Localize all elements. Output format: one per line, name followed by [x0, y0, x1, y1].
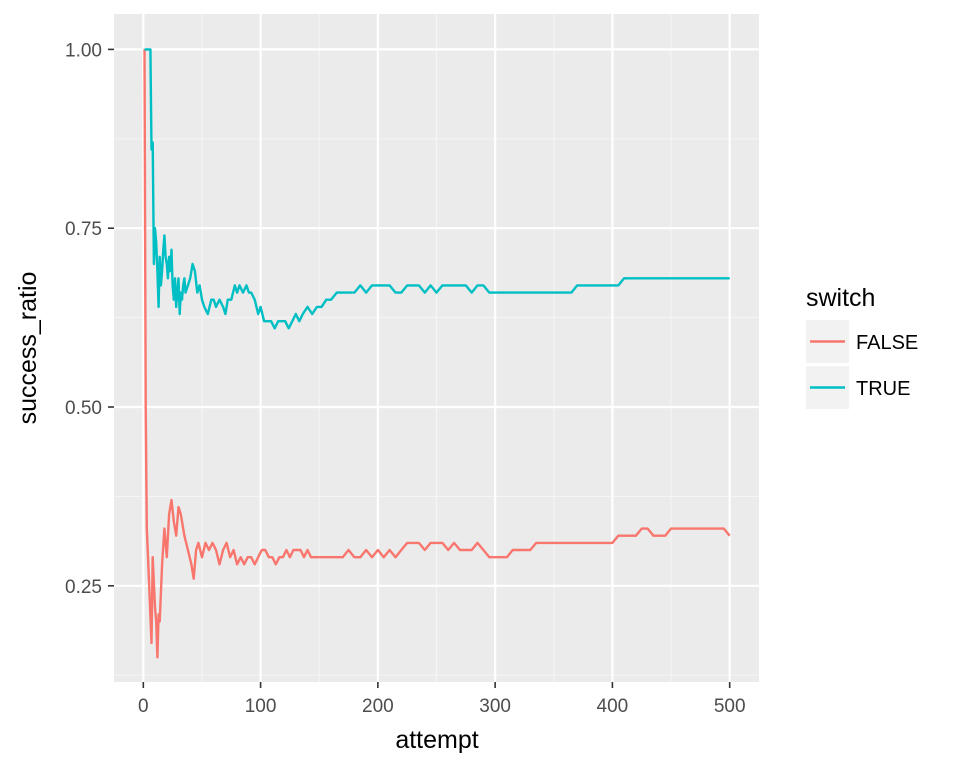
- y-tick-label: 1.00: [65, 40, 102, 61]
- minor-gridlines: [114, 14, 759, 682]
- series-line-true: [144, 48, 730, 330]
- legend-label-false: FALSE: [856, 332, 918, 354]
- y-axis-title: success_ratio: [14, 272, 42, 425]
- x-tick-label: 500: [714, 696, 746, 717]
- series-lines: [143, 48, 731, 659]
- y-axis-tick-labels: 0.25 0.50 0.75 1.00: [65, 40, 102, 597]
- x-tick-label: 0: [138, 696, 149, 717]
- series-line-false: [143, 49, 731, 659]
- major-gridlines: [114, 14, 759, 682]
- x-axis-title: attempt: [395, 726, 478, 754]
- legend-label-true: TRUE: [856, 378, 910, 400]
- x-axis-tick-labels: 0 100 200 300 400 500: [138, 696, 746, 717]
- legend-items: FALSE TRUE: [806, 320, 918, 409]
- x-tick-label: 100: [245, 696, 277, 717]
- y-tick-label: 0.50: [65, 398, 102, 419]
- y-tick-label: 0.25: [65, 577, 102, 598]
- x-tick-label: 200: [362, 696, 394, 717]
- legend-title: switch: [806, 284, 875, 312]
- x-tick-label: 300: [479, 696, 511, 717]
- axis-ticks: [108, 48, 731, 688]
- legend: switch FALSE TRUE: [806, 284, 918, 409]
- x-tick-label: 400: [597, 696, 629, 717]
- y-tick-label: 0.75: [65, 219, 102, 240]
